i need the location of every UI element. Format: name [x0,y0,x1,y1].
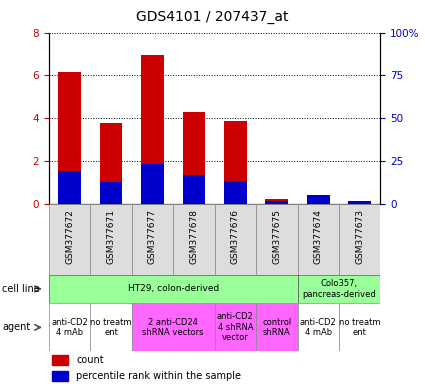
Text: GSM377677: GSM377677 [148,209,157,264]
Bar [298,204,339,275]
Bar [298,303,339,351]
Bar [99,182,122,204]
Text: anti-CD2
4 mAb: anti-CD2 4 mAb [51,318,88,337]
Bar [339,204,380,275]
Text: GSM377676: GSM377676 [231,209,240,264]
Text: no treatm
ent: no treatm ent [339,318,380,337]
Bar [265,201,288,204]
Bar [58,72,81,204]
Bar [49,204,90,275]
Text: 2 anti-CD24
shRNA vectors: 2 anti-CD24 shRNA vectors [142,318,204,337]
Text: count: count [76,354,104,364]
Bar [132,204,173,275]
Text: agent: agent [2,322,30,333]
Bar [215,303,256,351]
Bar [348,201,371,204]
Text: GSM377673: GSM377673 [355,209,364,264]
Text: control
shRNA: control shRNA [262,318,292,337]
Bar [173,204,215,275]
Bar [265,199,288,204]
Bar [348,201,371,204]
Bar [90,204,132,275]
Bar [298,275,380,303]
Text: GDS4101 / 207437_at: GDS4101 / 207437_at [136,10,289,23]
Bar [215,204,256,275]
Bar [224,181,247,204]
Text: GSM377671: GSM377671 [107,209,116,264]
Bar [141,55,164,204]
Text: GSM377672: GSM377672 [65,209,74,264]
Text: HT29, colon-derived: HT29, colon-derived [128,285,219,293]
Bar [307,195,330,204]
Bar [90,303,132,351]
Bar [49,275,298,303]
Bar [339,303,380,351]
Bar [256,303,298,351]
Text: GSM377678: GSM377678 [190,209,198,264]
Bar [182,175,205,204]
Bar [132,303,215,351]
Bar [224,121,247,204]
Bar [49,303,90,351]
Text: Colo357,
pancreas-derived: Colo357, pancreas-derived [302,279,376,299]
Bar [307,195,330,204]
Text: anti-CD2
4 mAb: anti-CD2 4 mAb [300,318,337,337]
Text: GSM377674: GSM377674 [314,209,323,264]
Bar [256,204,298,275]
Bar [52,355,68,365]
Bar [182,112,205,204]
Text: cell line: cell line [2,284,40,294]
Text: percentile rank within the sample: percentile rank within the sample [76,371,241,381]
Bar [99,123,122,204]
Text: no treatm
ent: no treatm ent [90,318,132,337]
Text: anti-CD2
4 shRNA
vector: anti-CD2 4 shRNA vector [217,313,254,342]
Bar [58,172,81,204]
Bar [141,164,164,204]
Bar [52,371,68,381]
Text: GSM377675: GSM377675 [272,209,281,264]
